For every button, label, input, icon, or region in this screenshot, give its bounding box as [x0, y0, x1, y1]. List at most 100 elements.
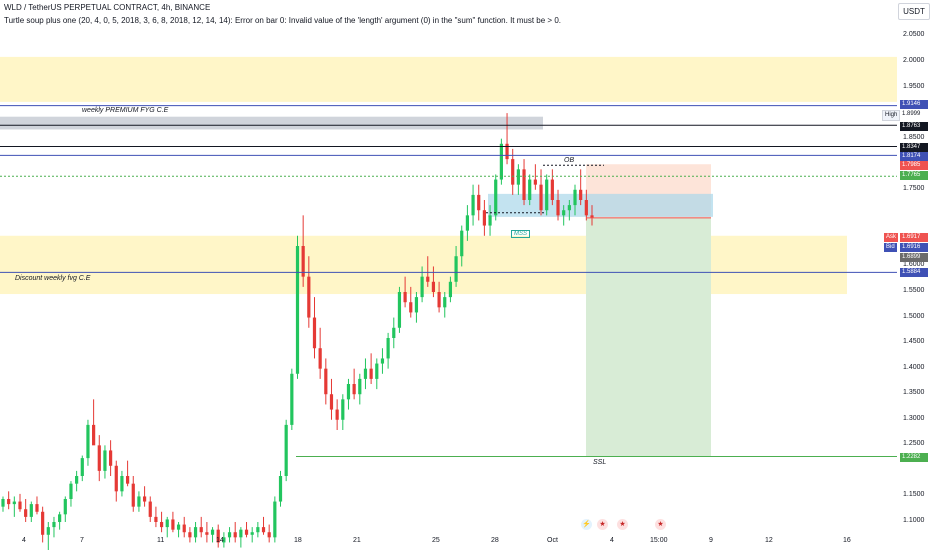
candle-body	[511, 159, 515, 185]
candle-body	[97, 445, 101, 471]
candle-body	[477, 194, 481, 211]
candle-body	[431, 281, 436, 292]
candle-body	[261, 527, 266, 533]
candle-body	[46, 527, 50, 535]
price-badge: 1.6917	[900, 233, 928, 242]
y-tick-label: 1.9500	[903, 82, 925, 90]
candle-body	[142, 496, 147, 502]
candle-body	[109, 450, 113, 466]
y-tick-label: 1.3000	[903, 414, 925, 422]
price-badge: 1.6916	[900, 243, 928, 252]
y-tick-label: 1.4500	[903, 338, 925, 346]
price-badge: 1.8347	[900, 143, 928, 152]
candle-body	[335, 409, 339, 420]
candle-body	[18, 501, 22, 510]
candle-body	[12, 501, 16, 505]
x-tick-label: 7	[80, 537, 84, 544]
lightning-icon[interactable]: ⚡	[581, 519, 592, 530]
candle-body	[437, 292, 441, 308]
candle-body	[69, 483, 73, 499]
candle-body	[41, 511, 45, 535]
candle-body	[182, 524, 186, 533]
candle-body	[35, 504, 39, 512]
candle-body	[358, 378, 362, 395]
y-tick-label: 1.1000	[903, 517, 925, 524]
x-tick-label: 14	[216, 537, 224, 544]
x-tick-label: 21	[353, 537, 361, 544]
candle-body	[426, 276, 430, 282]
x-tick-label: 15:00	[650, 537, 668, 544]
candle-body	[584, 200, 588, 216]
candle-body	[273, 501, 277, 538]
x-tick-label: 11	[157, 537, 165, 544]
candle-body	[188, 532, 192, 538]
us-flag-icon[interactable]: ★	[597, 519, 608, 530]
premium-fvg-box	[0, 116, 543, 130]
candle-body	[92, 424, 96, 446]
candle-body	[199, 527, 203, 533]
candle-body	[137, 496, 141, 507]
x-tick-label: 28	[491, 537, 499, 544]
y-tick-label: 1.4000	[903, 363, 925, 371]
x-tick-label: 9	[709, 537, 713, 544]
x-tick-label: 18	[294, 537, 302, 544]
candle-body	[29, 504, 33, 517]
us-flag-icon[interactable]: ★	[655, 519, 666, 530]
candle-body	[346, 384, 351, 400]
currency-selector[interactable]: USDT	[898, 3, 930, 20]
ssl-label: SSL	[593, 459, 607, 466]
candle-body	[193, 527, 198, 538]
candle-body	[1, 499, 5, 507]
us-flag-icon[interactable]: ★	[617, 519, 628, 530]
candle-body	[120, 476, 124, 492]
bid-tag: Bid	[884, 243, 897, 252]
candle-body	[52, 522, 56, 528]
y-tick-label: 1.2500	[903, 440, 925, 448]
x-tick-label: Oct	[547, 537, 558, 544]
candle-body	[460, 230, 464, 257]
candle-body	[307, 276, 311, 318]
candle-body	[397, 292, 402, 328]
candle-body	[465, 215, 470, 231]
price-badge: 1.8763	[900, 122, 928, 131]
candle-body	[352, 384, 356, 395]
candle-body	[471, 194, 475, 216]
candle-body	[454, 256, 458, 282]
candle-body	[556, 200, 560, 216]
candle-body	[114, 465, 118, 492]
candle-body	[290, 373, 294, 425]
price-badge: 1.2282	[900, 453, 928, 462]
candle-body	[528, 179, 532, 200]
candle-body	[312, 317, 317, 349]
candle-body	[159, 522, 164, 528]
price-badge: 1.7985	[900, 161, 928, 170]
x-tick-label: 16	[843, 537, 851, 544]
candle-body	[205, 532, 209, 535]
candle-body	[573, 189, 577, 206]
candle-body	[176, 524, 181, 530]
candle-body	[545, 179, 549, 211]
y-tick-label: 1.8500	[903, 133, 925, 141]
mss-label: MSS	[511, 230, 531, 238]
candle-body	[386, 338, 390, 359]
price-badge: 1.6899	[900, 253, 928, 262]
candle-body	[363, 368, 368, 379]
candle-body	[63, 499, 67, 515]
candle-body	[24, 509, 28, 517]
premium-zone	[0, 56, 897, 102]
price-badge: 1.5884	[900, 268, 928, 277]
candle-body	[494, 179, 498, 216]
candle-body	[567, 205, 571, 211]
short-profit-zone	[586, 217, 711, 457]
candle-body	[414, 297, 419, 313]
candle-body	[222, 537, 226, 543]
candle-body	[227, 532, 232, 538]
candle-body	[409, 302, 413, 313]
candle-body	[80, 458, 84, 476]
x-tick-label: 4	[22, 537, 26, 544]
candle-body	[488, 215, 492, 226]
candle-body	[550, 179, 554, 200]
candle-body	[369, 368, 373, 379]
discount-label: Discount weekly fvg C.E	[15, 275, 91, 282]
